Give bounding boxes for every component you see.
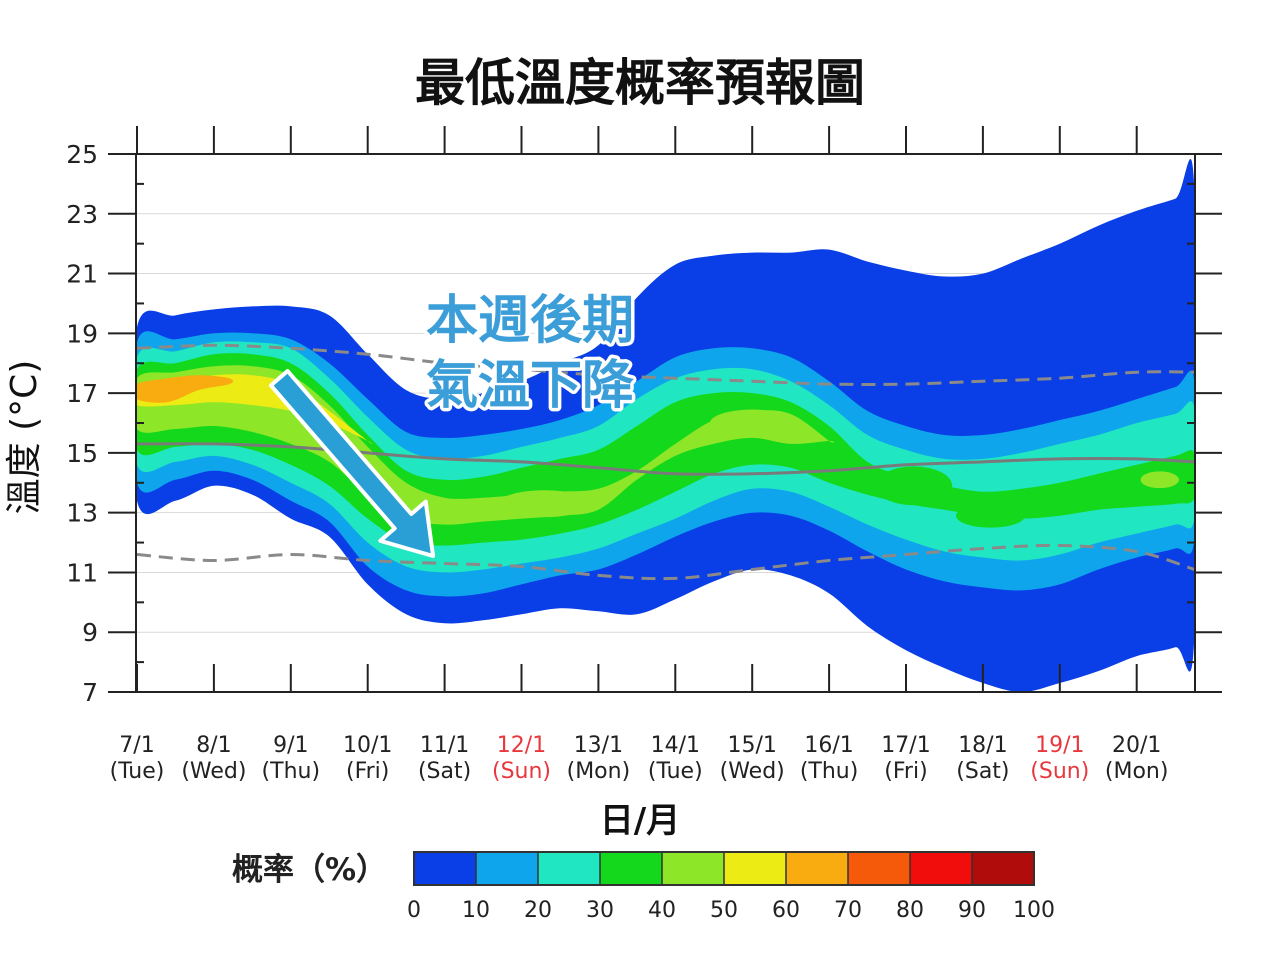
colorbar-segment xyxy=(972,852,1035,885)
colorbar: 0 10 20 30 40 50 60 70 80 90 100 xyxy=(407,851,1055,923)
x-tick-day-label: (Thu) xyxy=(262,759,321,784)
x-tick-date-label: 14/1 xyxy=(651,733,700,758)
x-tick-date-label: 13/1 xyxy=(574,733,623,758)
x-tick-day-label: (Mon) xyxy=(567,759,631,784)
colorbar-segment xyxy=(910,852,973,885)
colorbar-tick-label: 70 xyxy=(834,898,862,923)
y-tick-label: 9 xyxy=(82,618,98,647)
probability-patch-30-40 xyxy=(875,466,953,506)
colorbar-tick-label: 90 xyxy=(958,898,986,923)
colorbar-tick-label: 50 xyxy=(710,898,738,923)
colorbar-segment xyxy=(848,852,911,885)
y-tick-label: 21 xyxy=(66,260,98,289)
x-tick-date-label: 17/1 xyxy=(881,733,930,758)
probability-patch-40-50 xyxy=(709,409,795,437)
colorbar-tick-label: 60 xyxy=(772,898,800,923)
x-tick-day-label: (Sat) xyxy=(418,759,471,784)
x-tick-day-label: (Mon) xyxy=(1105,759,1169,784)
annotation-text: 本週後期 xyxy=(426,291,634,351)
solid-reference-line xyxy=(136,442,1195,476)
x-tick-date-label: 12/1 xyxy=(497,733,546,758)
probability-band-60-70 xyxy=(136,375,234,403)
colorbar-tick-label: 10 xyxy=(462,898,490,923)
colorbar-label: 概率（%） xyxy=(232,852,387,888)
x-tick-date-label: 16/1 xyxy=(804,733,853,758)
colorbar-tick-label: 20 xyxy=(524,898,552,923)
colorbar-tick-label: 0 xyxy=(407,898,421,923)
x-tick-day-label: (Sat) xyxy=(956,759,1009,784)
probability-patch-30-40 xyxy=(955,503,1026,528)
reference-lines xyxy=(136,343,1195,581)
y-tick-label: 7 xyxy=(82,678,98,707)
x-tick-date-label: 8/1 xyxy=(196,733,231,758)
x-tick-day-label: (Fri) xyxy=(884,759,927,784)
x-tick-date-label: 11/1 xyxy=(420,733,469,758)
colorbar-segment xyxy=(600,852,663,885)
probability-patch-40-50 xyxy=(498,490,591,518)
x-tick-day-label: (Wed) xyxy=(720,759,785,784)
x-tick-date-label: 19/1 xyxy=(1035,733,1084,758)
dashed-reference-line xyxy=(136,543,1195,581)
x-tick-day-label: (Thu) xyxy=(800,759,859,784)
probability-patch-40-50 xyxy=(1140,471,1179,489)
x-tick-day-label: (Wed) xyxy=(181,759,246,784)
y-axis-label: 溫度 (°C) xyxy=(4,360,45,515)
colorbar-tick-label: 80 xyxy=(896,898,924,923)
y-tick-label: 11 xyxy=(66,558,98,587)
colorbar-segment xyxy=(786,852,849,885)
y-tick-label: 13 xyxy=(66,499,98,528)
x-tick-day-label: (Tue) xyxy=(648,759,703,784)
y-tick-label: 23 xyxy=(66,200,98,229)
y-tick-label: 15 xyxy=(66,439,98,468)
x-tick-date-label: 7/1 xyxy=(119,733,154,758)
x-tick-day-label: (Fri) xyxy=(346,759,389,784)
x-tick-date-label: 9/1 xyxy=(273,733,308,758)
x-tick-date-label: 18/1 xyxy=(958,733,1007,758)
x-tick-date-label: 15/1 xyxy=(727,733,776,758)
colorbar-segment xyxy=(724,852,787,885)
colorbar-segment xyxy=(538,852,601,885)
y-tick-label: 25 xyxy=(66,140,98,169)
colorbar-tick-label: 100 xyxy=(1013,898,1055,923)
y-tick-label: 19 xyxy=(66,319,98,348)
colorbar-segment xyxy=(662,852,725,885)
annotation-text: 氣溫下降 xyxy=(426,356,634,416)
colorbar-segment xyxy=(476,852,539,885)
probability-bands xyxy=(136,159,1195,692)
axes: 7911131517192123257/1(Tue)8/1(Wed)9/1(Th… xyxy=(66,126,1222,784)
x-tick-day-label: (Sun) xyxy=(492,759,551,784)
probability-band-50-60 xyxy=(136,374,373,444)
dashed-reference-line xyxy=(136,343,1195,386)
chart-title: 最低溫度概率預報圖 xyxy=(415,54,865,112)
x-tick-date-label: 10/1 xyxy=(343,733,392,758)
colorbar-tick-label: 40 xyxy=(648,898,676,923)
y-tick-label: 17 xyxy=(66,379,98,408)
x-axis-label: 日/月 xyxy=(600,801,680,841)
x-tick-date-label: 20/1 xyxy=(1112,733,1161,758)
colorbar-segment xyxy=(414,852,477,885)
x-tick-day-label: (Sun) xyxy=(1030,759,1089,784)
annotation-arrow xyxy=(268,369,436,558)
x-tick-day-label: (Tue) xyxy=(110,759,165,784)
colorbar-tick-label: 30 xyxy=(586,898,614,923)
